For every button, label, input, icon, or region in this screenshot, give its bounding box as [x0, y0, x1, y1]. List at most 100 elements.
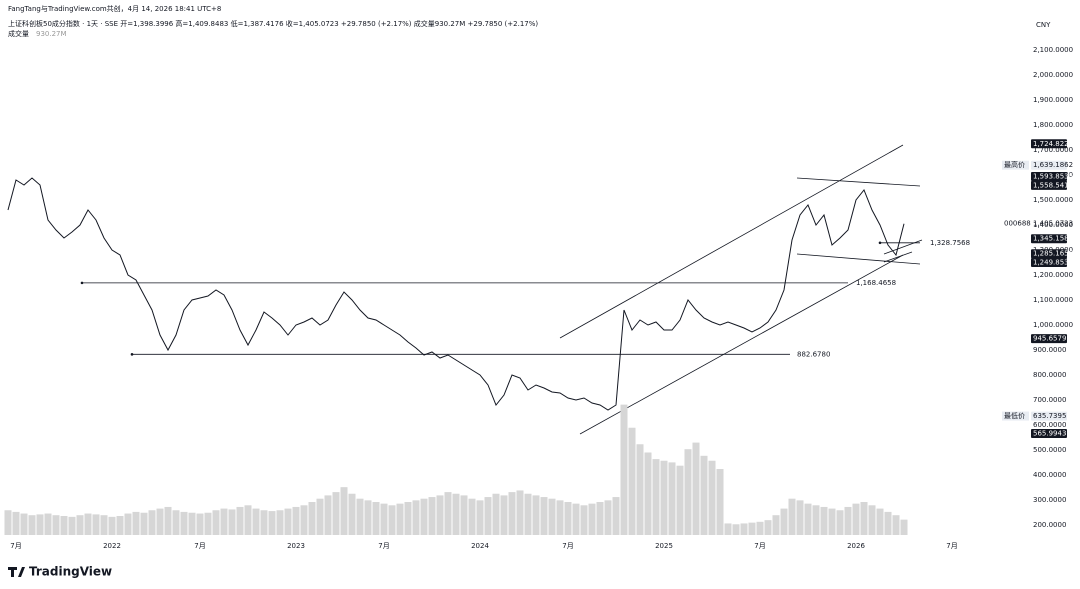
- y-tick-label: 1,400.0000: [1033, 221, 1073, 229]
- volume-bar: [716, 469, 724, 535]
- volume-bar: [724, 523, 732, 535]
- volume-bar: [268, 511, 276, 535]
- volume-bar: [468, 498, 476, 535]
- price-label: 945.6579: [1033, 335, 1066, 343]
- volume-bar: [172, 510, 180, 535]
- price-label: 1,345.1587: [1033, 235, 1073, 243]
- volume-bar: [28, 515, 36, 535]
- currency: CNY: [1036, 21, 1051, 29]
- price-line: [7, 177, 905, 411]
- volume-bar: [428, 497, 436, 535]
- volume-bar: [492, 493, 500, 535]
- volume-bar: [12, 511, 20, 535]
- volume-bar: [44, 513, 52, 535]
- volume-bar: [276, 510, 284, 535]
- volume-bar: [196, 513, 204, 535]
- volume-bar: [876, 508, 884, 535]
- volume-bar: [812, 505, 820, 535]
- volume-bar: [548, 498, 556, 535]
- y-tick-label: 900.0000: [1033, 346, 1066, 354]
- price-label-box: [1031, 258, 1067, 268]
- range-bottom: [796, 253, 921, 265]
- horizontal-line-label: 1,168.4658: [856, 279, 896, 287]
- volume-bar: [892, 515, 900, 535]
- price-label: 1,249.8539: [1033, 259, 1073, 267]
- logo: TradingView: [8, 565, 112, 579]
- volume-bar: [852, 503, 860, 535]
- channel-upper: [559, 144, 904, 339]
- volume-bar: [100, 515, 108, 535]
- y-tick-label: 1,500.0000: [1033, 196, 1073, 204]
- volume-bar: [564, 502, 572, 535]
- volume-bar: [788, 498, 796, 535]
- x-tick-label: 7月: [754, 542, 765, 550]
- volume-bar: [236, 506, 244, 535]
- volume-bar: [612, 497, 620, 535]
- volume-bar: [348, 493, 356, 535]
- volume-bar: [540, 497, 548, 535]
- volume-bar: [700, 455, 708, 535]
- y-tick-label: 2,000.0000: [1033, 71, 1073, 79]
- y-tick-label: 1,700.0000: [1033, 146, 1073, 154]
- volume-bar: [140, 512, 148, 535]
- volume-bar: [164, 506, 172, 535]
- volume-bar: [644, 452, 652, 535]
- volume-bar: [748, 522, 756, 535]
- volume-bar: [532, 495, 540, 535]
- price-label-box: [1031, 172, 1067, 182]
- volume-bar: [308, 502, 316, 535]
- volume-bar: [220, 508, 228, 535]
- x-tick-label: 7月: [562, 542, 573, 550]
- volume-bar: [524, 493, 532, 535]
- horizontal-line-label: 1,328.7568: [930, 239, 970, 247]
- volume-bar: [84, 513, 92, 535]
- volume-bar: [820, 506, 828, 535]
- x-tick-label: 7月: [194, 542, 205, 550]
- volume-bar: [244, 505, 252, 535]
- price-label: 565.9943: [1033, 430, 1066, 438]
- volume-bar: [900, 519, 908, 535]
- volume-bar: [204, 512, 212, 535]
- volume-bar: [588, 503, 596, 535]
- volume-bar: [444, 492, 452, 535]
- price-label-name: 最高价: [1004, 160, 1025, 169]
- volume-bar: [484, 497, 492, 535]
- volume-bar: [732, 524, 740, 535]
- volume-bar: [180, 511, 188, 535]
- channel-lower: [579, 254, 904, 435]
- volume-bar: [20, 513, 28, 535]
- price-label: 1,639.1862: [1033, 161, 1073, 169]
- volume-bar: [324, 495, 332, 535]
- volume-bar: [380, 503, 388, 535]
- y-tick-label: 500.0000: [1033, 446, 1066, 454]
- volume-bar: [620, 404, 628, 535]
- volume-bar: [692, 442, 700, 535]
- volume-bar: [436, 495, 444, 535]
- line-anchor: [878, 241, 882, 245]
- volume-bar: [252, 508, 260, 535]
- wedge: [883, 239, 923, 255]
- volume-bar: [388, 505, 396, 535]
- volume-bar: [708, 460, 716, 535]
- volume-bar: [860, 502, 868, 535]
- volume-bar: [60, 516, 68, 535]
- volume-bar: [188, 512, 196, 535]
- volume-bar: [796, 500, 804, 535]
- price-label: 1,405.0723: [1033, 220, 1073, 228]
- price-label-box: [1031, 249, 1067, 259]
- credit: FangTang与TradingView.com共创，4月 14, 2026 1…: [8, 4, 221, 13]
- y-tick-label: 200.0000: [1033, 521, 1066, 529]
- volume-bar: [332, 492, 340, 535]
- volume-bar: [844, 506, 852, 535]
- volume-bar: [604, 500, 612, 535]
- x-tick-label: 2024: [471, 542, 489, 550]
- y-tick-label: 800.0000: [1033, 371, 1066, 379]
- price-label-box: [1031, 160, 1067, 170]
- y-tick-label: 400.0000: [1033, 471, 1066, 479]
- volume-bar: [596, 502, 604, 535]
- price-label-box: [1031, 334, 1067, 344]
- x-tick-label: 2026: [847, 542, 865, 550]
- volume-bar: [148, 510, 156, 535]
